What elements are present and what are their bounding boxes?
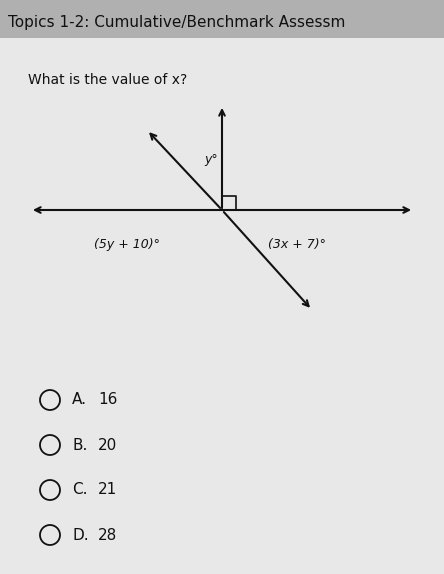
Text: 20: 20 (98, 437, 117, 452)
Text: y°: y° (204, 153, 218, 166)
Text: C.: C. (72, 483, 87, 498)
Text: 21: 21 (98, 483, 117, 498)
Text: A.: A. (72, 393, 87, 408)
FancyBboxPatch shape (0, 38, 444, 574)
FancyBboxPatch shape (0, 0, 444, 38)
Text: B.: B. (72, 437, 87, 452)
Text: D.: D. (72, 528, 89, 542)
Text: (3x + 7)°: (3x + 7)° (268, 238, 326, 251)
Text: 16: 16 (98, 393, 117, 408)
Text: What is the value of x?: What is the value of x? (28, 73, 187, 87)
Text: 28: 28 (98, 528, 117, 542)
Text: (5y + 10)°: (5y + 10)° (94, 238, 160, 251)
Text: Topics 1-2: Cumulative/Benchmark Assessm: Topics 1-2: Cumulative/Benchmark Assessm (8, 14, 345, 29)
